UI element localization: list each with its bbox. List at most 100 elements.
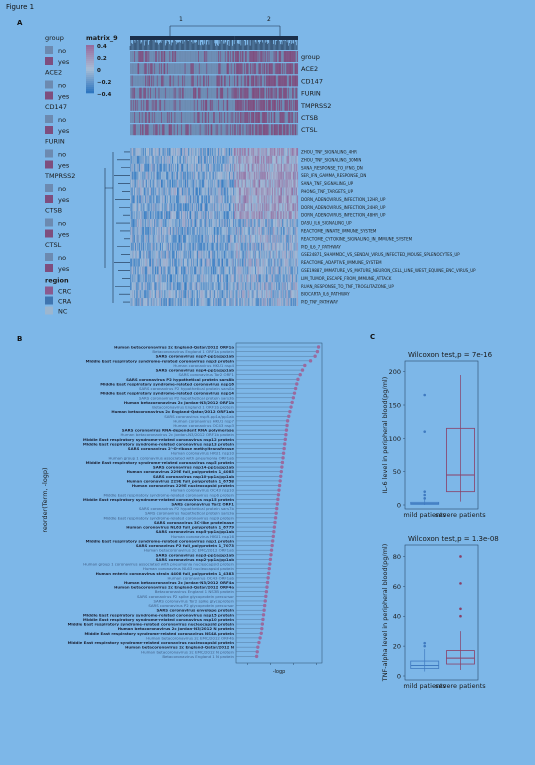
heatmap-cell — [203, 250, 204, 259]
annotation-cell — [245, 51, 246, 62]
annotation-cell — [173, 63, 175, 75]
annotation-cell — [203, 63, 204, 75]
heatmap-cell — [291, 219, 293, 227]
heatmap-cell — [229, 274, 231, 283]
annotation-cell — [178, 112, 180, 123]
heatmap-cell — [247, 250, 249, 259]
annotation-cell — [240, 87, 242, 99]
heatmap-cell — [276, 179, 278, 188]
annotation-cell — [250, 87, 252, 99]
heatmap-cell — [246, 179, 248, 188]
annotation-cell — [135, 124, 136, 136]
heatmap-cell — [205, 219, 207, 227]
heatmap-cell — [193, 274, 195, 283]
heatmap-cell — [233, 242, 235, 251]
heatmap-cell — [207, 163, 209, 172]
annotation-cell — [138, 75, 140, 87]
heatmap-cell — [166, 171, 168, 180]
heatmap-cell — [208, 187, 210, 196]
heatmap-cell — [290, 266, 292, 275]
annotation-cell — [194, 87, 196, 99]
heatmap-cell — [208, 219, 210, 227]
annotation-cell — [201, 124, 203, 136]
heatmap-cell — [287, 171, 288, 180]
annotation-cell — [234, 63, 236, 75]
annotation-cell — [189, 124, 191, 136]
heatmap-cell — [214, 187, 215, 196]
heatmap-cell — [286, 187, 288, 196]
heatmap-cell — [185, 242, 187, 251]
heatmap-cell — [295, 227, 297, 235]
annotation-cell — [233, 112, 235, 123]
heatmap-cell — [194, 242, 196, 251]
heatmap-cell — [168, 179, 170, 188]
heatmap-cell — [143, 274, 145, 283]
heatmap-cell — [159, 234, 161, 243]
heatmap-cell — [185, 234, 187, 243]
heatmap-cell — [163, 203, 165, 212]
heatmap-cell — [286, 250, 288, 259]
heatmap-cell — [264, 258, 266, 267]
heatmap-cell — [195, 242, 197, 251]
heatmap-cell — [275, 234, 277, 243]
heatmap-cell — [195, 163, 197, 172]
heatmap-cell — [130, 250, 132, 259]
heatmap-cell — [151, 195, 153, 204]
heatmap-cell — [286, 219, 288, 227]
heatmap-cell — [257, 266, 259, 275]
heatmap-cell — [261, 211, 262, 220]
heatmap-cell — [226, 250, 228, 259]
heatmap-cell — [135, 274, 137, 283]
annotation-cell — [222, 99, 224, 111]
heatmap-cell — [280, 250, 282, 259]
heatmap-cell — [294, 163, 296, 172]
heatmap-cell — [185, 266, 187, 275]
heatmap-cell — [204, 266, 206, 275]
heatmap-cell — [274, 155, 276, 164]
heatmap-cell — [221, 163, 223, 172]
heatmap-cell — [169, 274, 171, 283]
heatmap-cell — [242, 163, 244, 172]
heatmap-cell — [132, 163, 134, 172]
annotation-cell — [256, 63, 258, 75]
heatmap-cell — [212, 187, 214, 196]
annotation-cell — [282, 87, 284, 99]
heatmap-cell — [140, 266, 141, 275]
heatmap-cell — [187, 234, 189, 243]
annotation-cell — [285, 75, 287, 87]
heatmap-cell — [161, 242, 163, 251]
heatmap-cell — [242, 227, 244, 235]
annotation-cell — [174, 87, 176, 99]
heatmap-cell — [228, 155, 230, 164]
heatmap-cell — [184, 203, 186, 212]
heatmap-cell — [146, 203, 148, 212]
heatmap-cell — [156, 203, 158, 212]
heatmap-cell — [161, 242, 162, 251]
heatmap-cell — [155, 179, 157, 188]
heatmap-cell — [274, 179, 276, 188]
heatmap-cell — [278, 171, 280, 180]
annotation-cell — [263, 112, 265, 123]
annotation-cell — [198, 124, 199, 136]
heatmap-cell — [150, 195, 152, 204]
heatmap-cell — [182, 219, 183, 227]
annotation-cell — [175, 124, 177, 136]
heatmap-cell — [206, 250, 208, 259]
annotation-cell — [294, 63, 296, 75]
annotation-cell — [153, 87, 155, 99]
heatmap-cell — [190, 274, 192, 283]
heatmap-cell — [177, 234, 178, 243]
annotation-cell — [250, 99, 252, 111]
heatmap-cell — [235, 179, 236, 188]
heatmap-cell — [241, 171, 243, 180]
annotation-cell — [197, 112, 199, 123]
heatmap-cell — [157, 179, 159, 188]
annotation-cell — [230, 124, 232, 136]
annotation-cell — [206, 63, 208, 75]
heatmap-cell — [291, 227, 293, 235]
heatmap-cell — [251, 179, 253, 188]
annotation-cell — [246, 124, 248, 136]
heatmap-cell — [176, 163, 178, 172]
heatmap-cell — [203, 187, 204, 196]
heatmap-cell — [266, 163, 267, 172]
